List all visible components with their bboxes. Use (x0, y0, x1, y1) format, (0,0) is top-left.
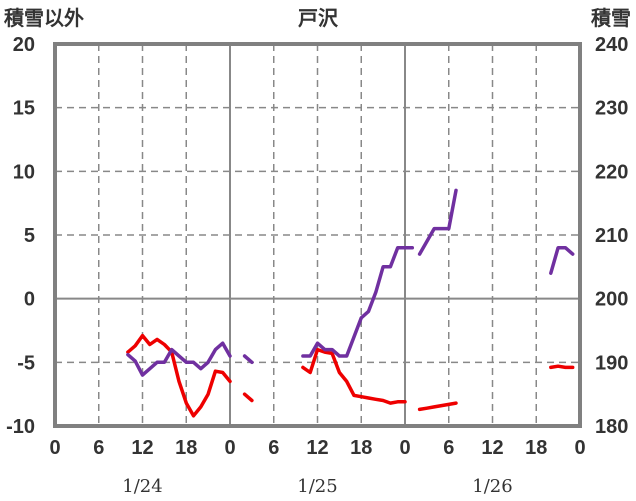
x-tick-label: 0 (224, 437, 235, 459)
y-tick-label-left: -5 (17, 352, 35, 374)
y-tick-label-left: 0 (24, 289, 35, 311)
y-tick-label-right: 190 (595, 352, 628, 374)
left-axis-label: 積雪以外 (4, 6, 84, 30)
series-line-purple (301, 245, 415, 358)
y-tick-label-left: -10 (6, 416, 35, 438)
series-line-red (417, 401, 458, 412)
grid-lines (55, 44, 580, 426)
series-line-purple (549, 245, 575, 275)
x-tick-label: 18 (350, 437, 372, 459)
x-tick-label: 12 (481, 437, 503, 459)
x-tick-label: 6 (268, 437, 279, 459)
plot-frame (53, 42, 582, 428)
y-tick-label-left: 5 (24, 225, 35, 247)
axis-labels: 積雪以外 戸沢 積雪 20 240 15 230 10 220 5 210 0 200 -5 190 -… (4, 6, 631, 497)
series-line-red (126, 333, 232, 418)
chart-title: 戸沢 (298, 7, 339, 30)
date-label: 1/26 (472, 476, 512, 497)
y-tick-label-right: 240 (595, 34, 628, 56)
y-tick-label-right: 220 (595, 161, 628, 183)
y-tick-label-left: 15 (13, 98, 35, 120)
series-line-red (549, 364, 575, 370)
series-lines (126, 188, 575, 418)
series-line-purple (126, 341, 232, 377)
x-tick-label: 12 (131, 437, 153, 459)
x-tick-label: 0 (574, 437, 585, 459)
x-tick-label: 12 (306, 437, 328, 459)
series-line-red (301, 347, 407, 405)
y-tick-label-right: 230 (595, 98, 628, 120)
right-axis-label: 積雪 (591, 7, 631, 30)
series-line-red (242, 392, 254, 403)
y-tick-label-right: 210 (595, 225, 628, 247)
y-tick-label-left: 20 (13, 34, 35, 56)
date-label: 1/25 (297, 476, 337, 497)
x-tick-label: 18 (175, 437, 197, 459)
x-tick-label: 6 (443, 437, 454, 459)
x-tick-label: 6 (93, 437, 104, 459)
y-tick-label-right: 200 (595, 289, 628, 311)
series-line-purple (417, 188, 458, 256)
x-tick-label: 18 (525, 437, 547, 459)
x-tick-label: 0 (49, 437, 60, 459)
date-label: 1/24 (122, 476, 162, 497)
y-tick-label-left: 10 (13, 161, 35, 183)
y-tick-label-right: 180 (595, 416, 628, 438)
x-tick-label: 0 (399, 437, 410, 459)
series-line-purple (242, 354, 254, 365)
